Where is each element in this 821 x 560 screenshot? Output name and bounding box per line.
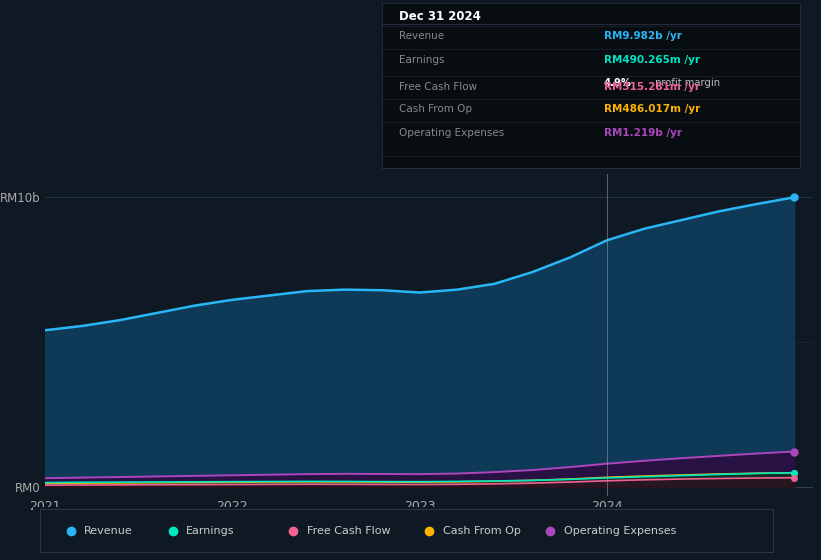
- Text: Cash From Op: Cash From Op: [443, 526, 521, 535]
- Text: Revenue: Revenue: [85, 526, 133, 535]
- Text: Earnings: Earnings: [186, 526, 235, 535]
- Text: Cash From Op: Cash From Op: [398, 104, 471, 114]
- Text: Revenue: Revenue: [398, 31, 443, 41]
- Text: Free Cash Flow: Free Cash Flow: [398, 82, 477, 92]
- Text: RM1.219b /yr: RM1.219b /yr: [603, 128, 681, 138]
- Text: Free Cash Flow: Free Cash Flow: [307, 526, 391, 535]
- Text: Earnings: Earnings: [398, 55, 444, 65]
- Text: RM315.281m /yr: RM315.281m /yr: [603, 82, 699, 92]
- Text: 4.9%: 4.9%: [603, 78, 631, 88]
- Text: RM486.017m /yr: RM486.017m /yr: [603, 104, 700, 114]
- Text: Operating Expenses: Operating Expenses: [398, 128, 504, 138]
- Text: profit margin: profit margin: [652, 78, 720, 88]
- Text: RM9.982b /yr: RM9.982b /yr: [603, 31, 681, 41]
- Text: Dec 31 2024: Dec 31 2024: [398, 10, 480, 23]
- Text: Operating Expenses: Operating Expenses: [564, 526, 677, 535]
- Text: RM490.265m /yr: RM490.265m /yr: [603, 55, 699, 65]
